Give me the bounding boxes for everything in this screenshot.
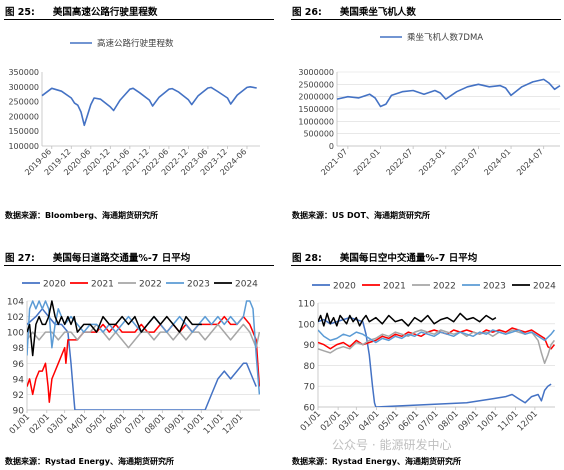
y-tick-label: 92 xyxy=(13,391,24,401)
y-tick-label: 350000 xyxy=(8,68,39,77)
figure-number: 图 27: xyxy=(5,253,35,264)
x-tick-label: 2023-07 xyxy=(450,147,480,177)
x-tick-label: 09/01 xyxy=(457,409,481,433)
figure-number: 图 28: xyxy=(292,253,322,264)
x-tick-label: 04/01 xyxy=(357,409,381,433)
x-tick-label: 2024-07 xyxy=(515,147,545,177)
y-tick-label: 1500000 xyxy=(298,105,334,114)
figure-number: 图 25: xyxy=(5,7,35,18)
legend-label: 2022 xyxy=(433,282,456,292)
series-line xyxy=(318,316,552,407)
figure-caption: 美国乘坐飞机人数 xyxy=(339,7,416,18)
y-tick-label: 200000 xyxy=(8,112,39,121)
series-line xyxy=(27,300,202,357)
series-line xyxy=(336,78,561,108)
y-tick-label: 90 xyxy=(304,341,316,351)
y-tick-label: 3000000 xyxy=(298,68,334,77)
series-group xyxy=(27,300,260,410)
series-group xyxy=(318,312,555,407)
figure-title: 图 28: 美国每日空中交通量%-7 日平均 xyxy=(292,250,477,264)
x-tick-label: 04/01 xyxy=(65,412,89,436)
figure-caption: 美国高速公路行驶里程数 xyxy=(52,7,158,18)
y-tick-label: 102 xyxy=(7,313,24,323)
y-tick-label: 104 xyxy=(7,298,24,308)
watermark: 公众号 · 能源研发中心 xyxy=(332,438,452,452)
figure-title: 图 25: 美国高速公路行驶里程数 xyxy=(5,4,157,18)
x-tick-label: 08/01 xyxy=(436,409,460,433)
x-tick-label: 2023-01 xyxy=(417,147,447,177)
y-tick-label: 60 xyxy=(304,404,316,414)
x-tick-label: 2024-01 xyxy=(482,147,512,177)
legend-label: 2024 xyxy=(235,280,258,290)
x-tick-label: 2022-07 xyxy=(385,147,415,177)
legend-label: 高速公路行驶里程数 xyxy=(97,38,174,49)
y-tick-label: 94 xyxy=(13,375,25,385)
x-tick-label: 11/01 xyxy=(202,412,226,436)
x-tick-label: 07/01 xyxy=(123,412,147,436)
series-line xyxy=(318,329,555,344)
source-note: 数据来源：Rystad Energy、海通期货研究所 xyxy=(5,457,174,466)
y-tick-label: 100 xyxy=(298,320,315,330)
legend-label: 2020 xyxy=(43,280,66,290)
y-tick-label: 96 xyxy=(13,360,25,370)
x-tick-label: 05/01 xyxy=(84,412,108,436)
legend-label: 2022 xyxy=(139,280,162,290)
x-tick-label: 12/01 xyxy=(221,412,245,436)
x-tick-label: 07/01 xyxy=(416,409,440,433)
legend-label: 2023 xyxy=(187,280,210,290)
y-tick-label: 2000000 xyxy=(298,93,334,102)
series-line xyxy=(318,312,497,327)
figure-caption: 美国每日空中交通量%-7 日平均 xyxy=(339,253,478,264)
x-tick-label: 09/01 xyxy=(163,412,187,436)
series-line xyxy=(27,323,260,349)
x-tick-label: 03/01 xyxy=(337,409,361,433)
y-tick-label: 250000 xyxy=(8,98,39,107)
y-tick-label: 90 xyxy=(13,407,25,417)
y-tick-label: 70 xyxy=(304,383,316,393)
x-tick-label: 05/01 xyxy=(377,409,401,433)
y-tick-label: 1000000 xyxy=(298,117,334,126)
y-tick-label: 500000 xyxy=(303,130,334,139)
y-tick-label: 98 xyxy=(13,344,25,354)
x-tick-label: 03/01 xyxy=(45,412,69,436)
series-line xyxy=(41,86,257,127)
x-tick-label: 10/01 xyxy=(476,409,500,433)
x-tick-label: 06/01 xyxy=(104,412,128,436)
series-line xyxy=(27,308,257,410)
figure-caption: 美国每日道路交通量%-7 日平均 xyxy=(52,253,191,264)
title-rule xyxy=(291,265,561,266)
source-note: 数据来源：Bloomberg、海通期货研究所 xyxy=(5,211,158,220)
source-note: 数据来源：Rystad Energy、海通期货研究所 xyxy=(292,457,461,466)
x-tick-label: 12/01 xyxy=(516,409,540,433)
x-tick-label: 10/01 xyxy=(182,412,206,436)
figure-number: 图 26: xyxy=(292,7,322,18)
x-tick-label: 2021-07 xyxy=(319,147,349,177)
x-tick-label: 11/01 xyxy=(496,409,520,433)
y-tick-label: 150000 xyxy=(8,127,39,136)
figure-title: 图 27: 美国每日道路交通量%-7 日平均 xyxy=(5,250,190,264)
y-tick-label: 0 xyxy=(329,142,334,151)
legend-label: 乘坐飞机人数7DMA xyxy=(407,32,483,43)
legend-label: 2021 xyxy=(91,280,114,290)
y-tick-label: 100000 xyxy=(8,142,39,151)
x-tick-label: 08/01 xyxy=(143,412,167,436)
title-rule xyxy=(4,265,274,266)
y-tick-label: 100 xyxy=(7,329,24,339)
y-tick-label: 2500000 xyxy=(298,80,334,89)
source-note: 数据来源：US DOT、海通期货研究所 xyxy=(292,211,430,220)
legend-label: 2023 xyxy=(483,282,506,292)
x-tick-label: 06/01 xyxy=(397,409,421,433)
legend-label: 2024 xyxy=(533,282,556,292)
y-tick-label: 110 xyxy=(298,300,315,310)
legend-label: 2020 xyxy=(333,282,356,292)
y-tick-label: 80 xyxy=(304,362,316,372)
title-rule xyxy=(4,19,274,20)
legend-label: 2021 xyxy=(383,282,406,292)
x-tick-label: 2022-01 xyxy=(352,147,382,177)
figure-title: 图 26: 美国乘坐飞机人数 xyxy=(292,4,416,18)
title-rule xyxy=(291,19,561,20)
y-tick-label: 300000 xyxy=(8,83,39,92)
